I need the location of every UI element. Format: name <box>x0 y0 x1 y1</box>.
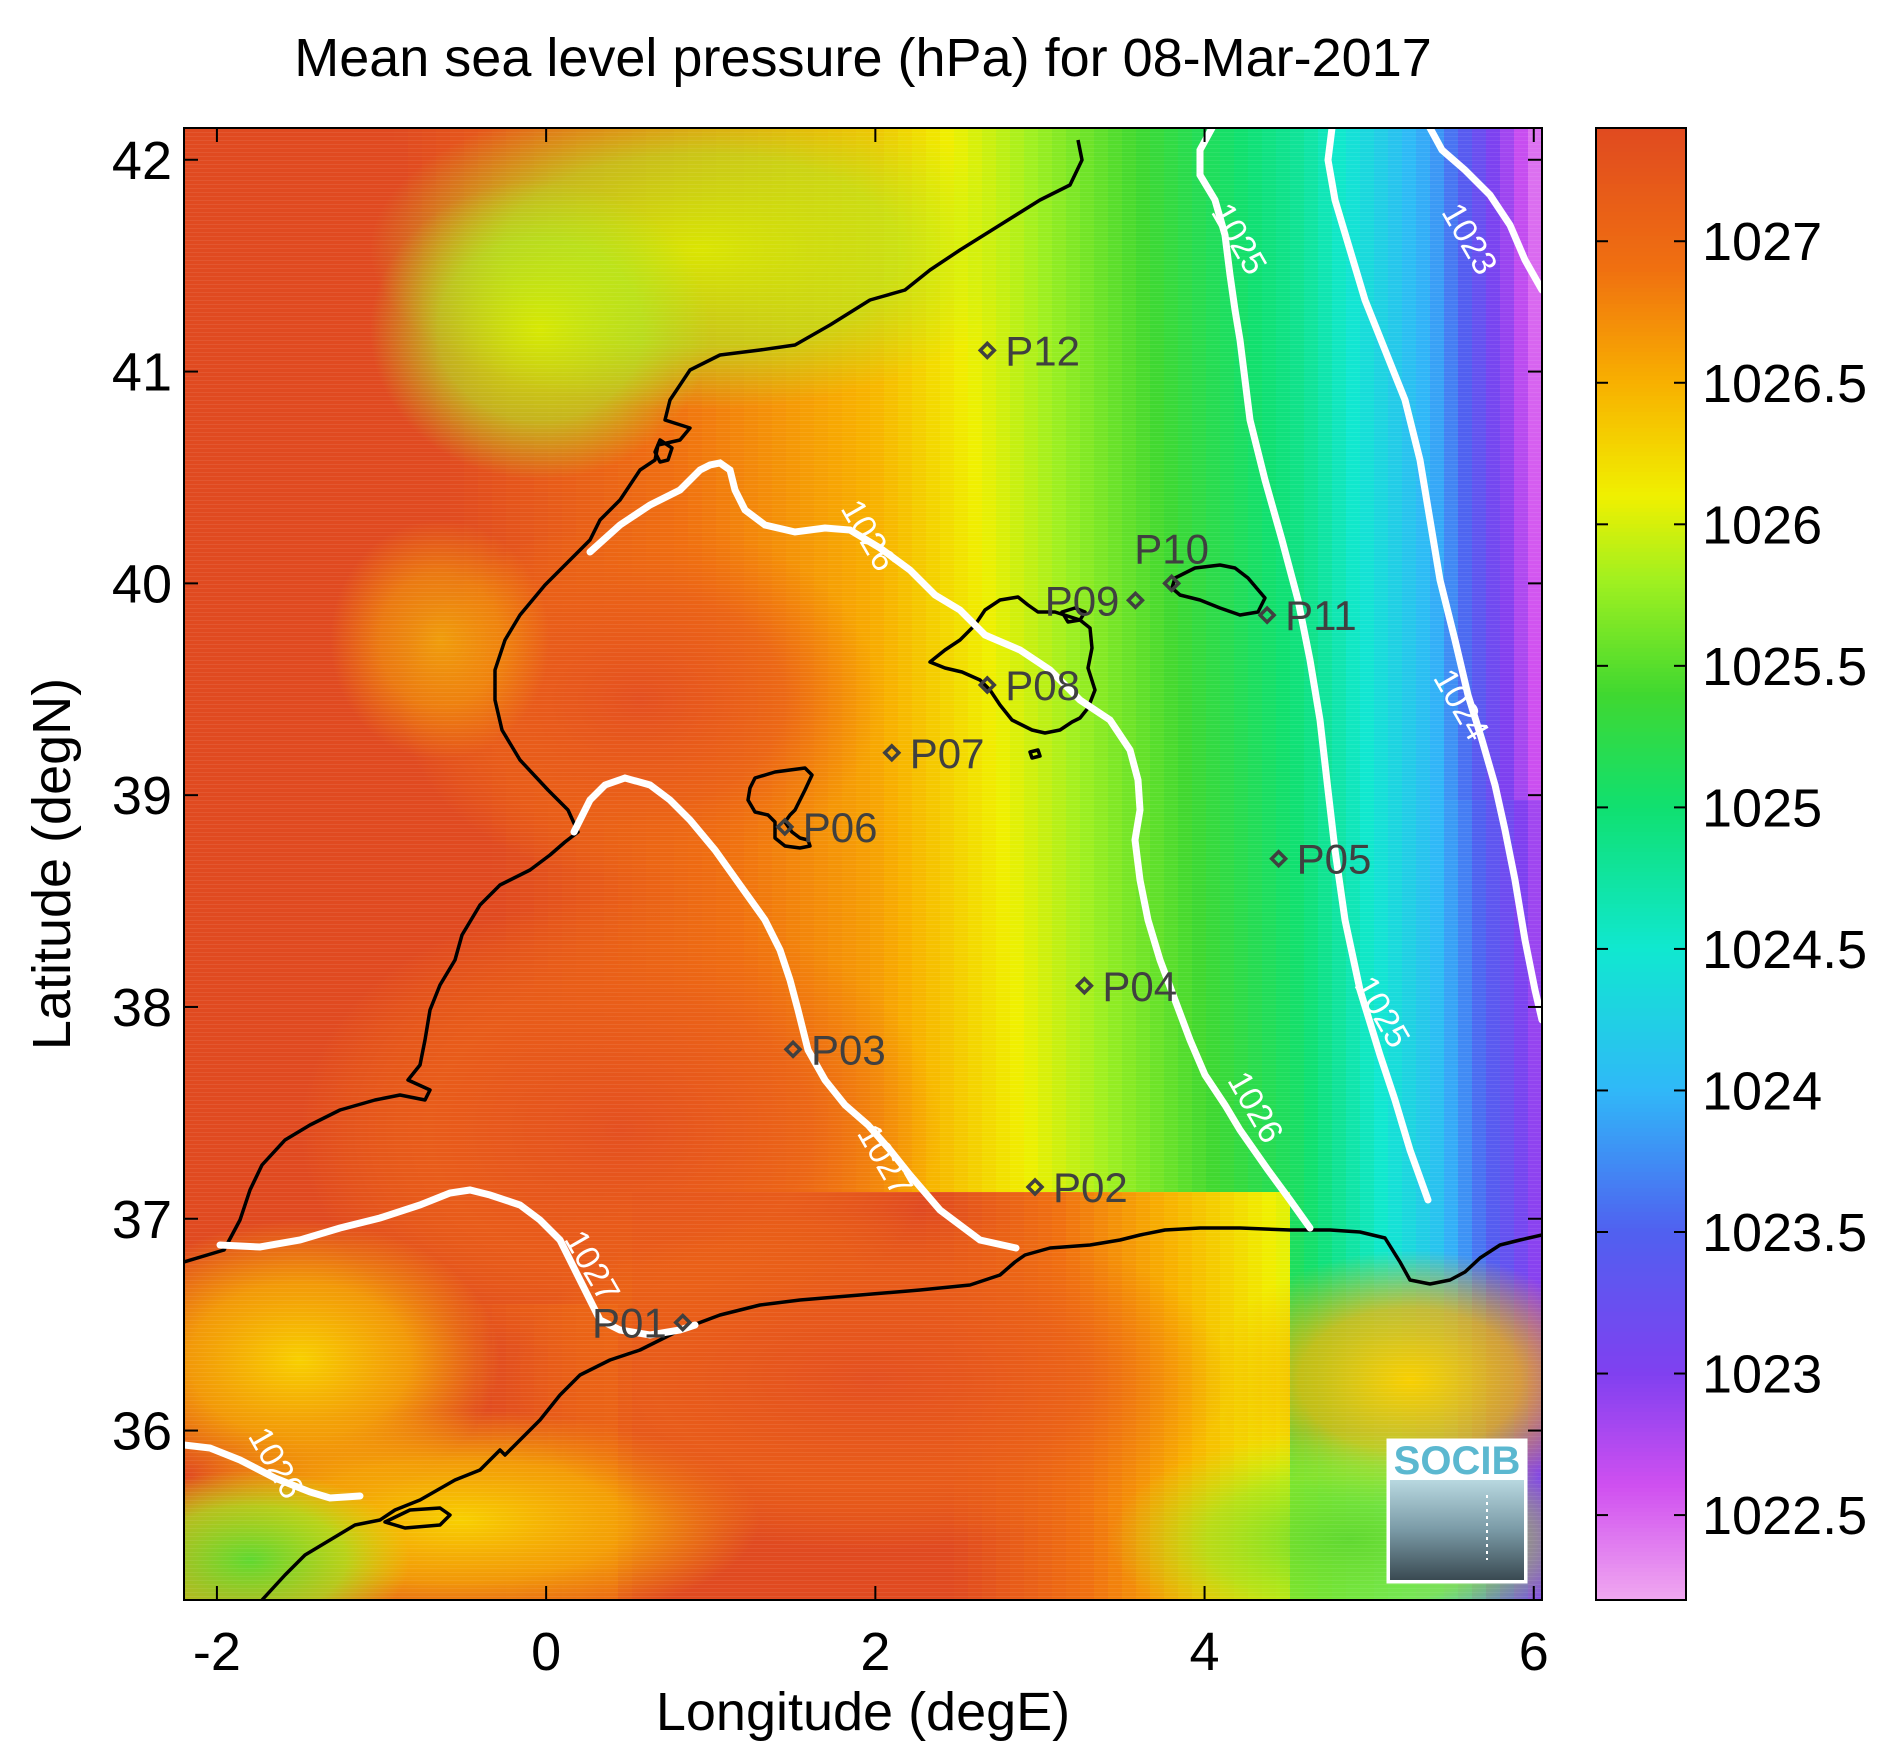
colorbar-tick-label: 1024.5 <box>1702 920 1867 980</box>
colorbar-ticks: 1027 1026.5 1026 1025.5 1025 1024.5 1024 1023.5… <box>1596 212 1867 1546</box>
y-tick-label: 39 <box>112 766 172 826</box>
station-marker <box>1025 1177 1045 1197</box>
y-tick-label: 38 <box>112 978 172 1038</box>
station-label: P01 <box>592 1300 667 1347</box>
station-marker <box>673 1313 693 1333</box>
x-tick-label: 2 <box>860 1622 890 1682</box>
chart-title: Mean sea level pressure (hPa) for 08-Mar… <box>294 28 1432 88</box>
station-p12: P12 <box>977 327 1080 374</box>
y-tick-label: 37 <box>112 1190 172 1250</box>
station-marker <box>977 675 997 695</box>
station-p03: P03 <box>783 1026 886 1073</box>
station-p02: P02 <box>1025 1164 1128 1211</box>
colorbar-tick-label: 1022.5 <box>1702 1486 1867 1546</box>
colorbar-tick-label: 1026.5 <box>1702 354 1867 414</box>
station-marker <box>882 743 902 763</box>
colorbar-tick-label: 1023.5 <box>1702 1203 1867 1263</box>
colorbar-tick-label: 1025.5 <box>1702 637 1867 697</box>
station-label: P05 <box>1297 836 1372 883</box>
colorbar-tick-label: 1026 <box>1702 495 1822 555</box>
station-p01: P01 <box>592 1300 693 1347</box>
x-axis-label: Longitude (degE) <box>656 1682 1070 1742</box>
station-marker <box>977 340 997 360</box>
station-label: P07 <box>910 730 985 777</box>
station-label: P02 <box>1053 1164 1128 1211</box>
logo-text: SOCIB <box>1394 1439 1521 1483</box>
station-label: P10 <box>1134 525 1209 572</box>
y-axis-ticks: 42 41 40 39 38 37 36 <box>112 131 1542 1462</box>
station-p05: P05 <box>1269 836 1372 883</box>
x-tick-label: -2 <box>193 1622 241 1682</box>
colorbar-tick-label: 1024 <box>1702 1061 1822 1121</box>
station-p09: P09 <box>1045 577 1145 624</box>
station-p10: P10 <box>1134 525 1209 593</box>
y-tick-label: 42 <box>112 131 172 191</box>
isobar-contours <box>184 128 1542 1502</box>
colorbar: 1027 1026.5 1026 1025.5 1025 1024.5 1024 1023.5… <box>1595 127 1867 1601</box>
y-tick-label: 36 <box>112 1402 172 1462</box>
station-label: P09 <box>1045 577 1120 624</box>
station-p08: P08 <box>977 662 1080 709</box>
x-tick-label: 4 <box>1190 1622 1220 1682</box>
station-p07: P07 <box>882 730 985 777</box>
station-marker <box>783 1039 803 1059</box>
y-tick-label: 41 <box>112 343 172 403</box>
station-label: P06 <box>803 804 878 851</box>
colorbar-tick-label: 1023 <box>1702 1345 1822 1405</box>
colorbar-tick-label: 1027 <box>1702 212 1822 272</box>
coastlines <box>184 139 1542 1600</box>
station-marker <box>1074 976 1094 996</box>
stations: P01 P02 P03 P04 P05 P06 P07 P08 P09 P10 P11 P12 <box>592 327 1371 1346</box>
x-tick-label: 0 <box>531 1622 561 1682</box>
socib-logo: SOCIB <box>1386 1438 1528 1584</box>
station-marker <box>775 817 795 837</box>
station-label: P12 <box>1005 327 1080 374</box>
colorbar-tick-label: 1025 <box>1702 778 1822 838</box>
station-label: P03 <box>811 1026 886 1073</box>
station-p04: P04 <box>1074 963 1177 1010</box>
station-marker <box>1269 849 1289 869</box>
station-label: P11 <box>1285 592 1357 639</box>
colorbar-gradient <box>1596 128 1686 1601</box>
map-frame <box>183 127 1543 1601</box>
station-marker <box>1125 590 1145 610</box>
y-axis-label: Latitude (degN) <box>22 678 82 1050</box>
station-marker <box>1257 605 1277 625</box>
station-label: P04 <box>1102 963 1177 1010</box>
station-p11: P11 <box>1257 592 1357 639</box>
y-tick-label: 40 <box>112 554 172 614</box>
station-label: P08 <box>1005 662 1080 709</box>
station-p06: P06 <box>775 804 878 851</box>
x-tick-label: 6 <box>1519 1622 1549 1682</box>
station-marker <box>1162 573 1182 593</box>
x-axis-ticks: -2 0 2 4 6 <box>193 128 1549 1682</box>
